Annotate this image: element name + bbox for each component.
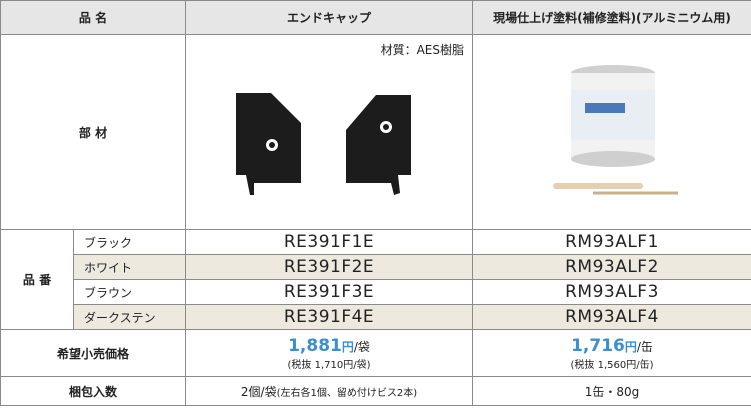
row-label: 部 材 [0, 34, 186, 230]
row-label: 希望小売価格 [0, 329, 186, 377]
unit: /缶 [636, 339, 653, 354]
header-cell: エンドキャップ [185, 0, 473, 35]
part-number-row: ブラウン RE391F3E RM93ALF3 [1, 279, 751, 305]
part-number: RM93ALF4 [472, 304, 751, 330]
header-row: 品 名 エンドキャップ 現場仕上げ塗料(補修塗料)(アルミニウム用) [0, 0, 751, 35]
yen: 円 [341, 339, 354, 354]
packaging-cell: 1缶・80g [472, 376, 751, 406]
packaging-cell: 2個/袋(左右各1個、留め付けビス2本) [185, 376, 473, 406]
tax-note: (税抜 1,710円/袋) [287, 359, 371, 371]
parts-row: 部 材 材質：AES樹脂 [0, 34, 751, 230]
tax-note: (税抜 1,560円/缶) [570, 359, 654, 371]
part-number: RE391F2E [185, 254, 473, 280]
part-number: RE391F1E [185, 229, 473, 255]
image-cell: 材質：AES樹脂 [185, 34, 473, 230]
packaging-row: 梱包入数 2個/袋(左右各1個、留め付けビス2本) 1缶・80g [0, 376, 751, 406]
quantity: 2個/袋 [240, 384, 277, 399]
image-cell [472, 34, 751, 230]
header-cell: 現場仕上げ塗料(補修塗料)(アルミニウム用) [472, 0, 751, 35]
part-number: RM93ALF3 [472, 279, 751, 305]
part-number: RE391F4E [185, 304, 473, 330]
price: 1,881 [288, 335, 342, 356]
note: (左右各1個、留め付けビス2本) [276, 387, 418, 399]
end-cap-image [236, 93, 411, 195]
row-label: 品 番 [0, 229, 74, 330]
part-number-row: ダークステン RE391F4E RM93ALF4 [1, 304, 751, 330]
unit: /袋 [353, 339, 370, 354]
price-cell: 1,716円/缶 (税抜 1,560円/缶) [472, 329, 751, 377]
paint-image [553, 65, 678, 195]
row-label: 梱包入数 [0, 376, 186, 406]
price: 1,716 [571, 335, 625, 356]
yen: 円 [624, 339, 637, 354]
price-cell: 1,881円/袋 (税抜 1,710円/袋) [185, 329, 473, 377]
material-note: 材質：AES樹脂 [380, 43, 464, 57]
part-number: RE391F3E [185, 279, 473, 305]
part-number: RM93ALF1 [472, 229, 751, 255]
part-number-row: ホワイト RE391F2E RM93ALF2 [1, 254, 751, 280]
color-name: ブラック [73, 229, 186, 255]
header-cell: 品 名 [0, 0, 186, 35]
part-number-row: 品 番ブラック RE391F1E RM93ALF1 [0, 229, 751, 330]
color-name: ブラウン [73, 279, 186, 305]
color-name: ダークステン [73, 304, 186, 330]
price-row: 希望小売価格 1,881円/袋 (税抜 1,710円/袋) 1,716円/缶 (税抜… [0, 329, 751, 377]
color-name: ホワイト [73, 254, 186, 280]
part-number: RM93ALF2 [472, 254, 751, 280]
